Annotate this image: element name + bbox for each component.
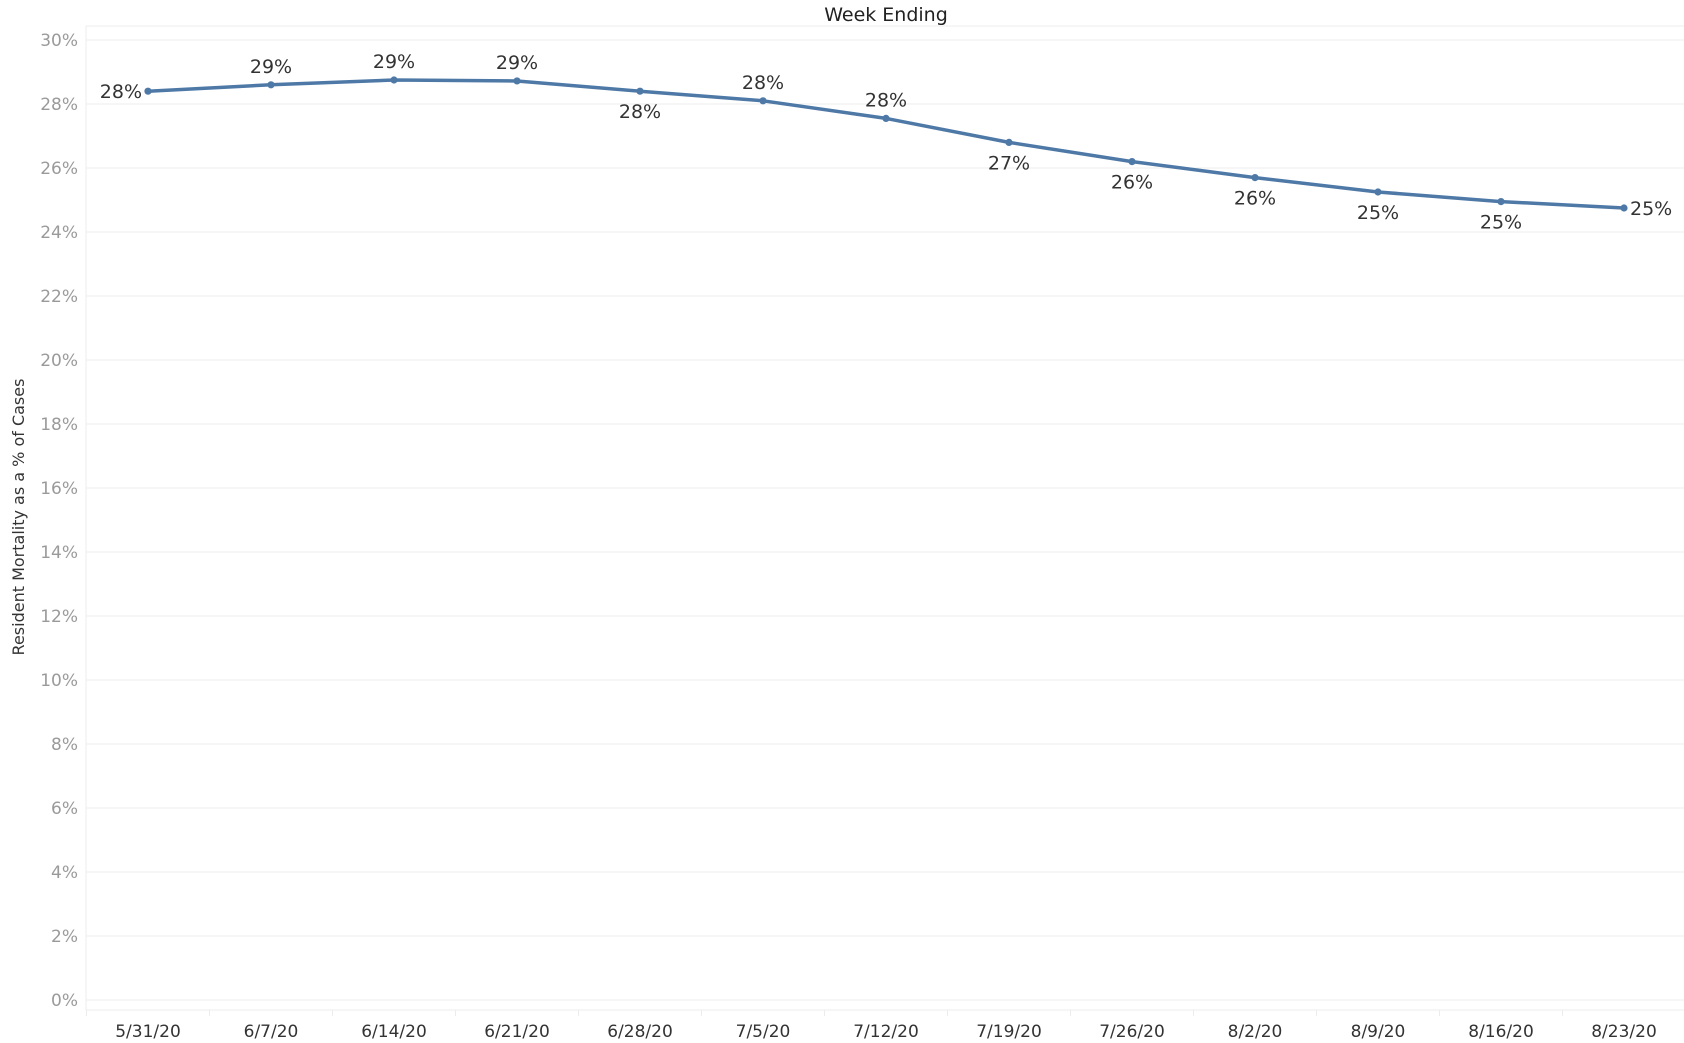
data-point [1251, 174, 1259, 182]
data-point [882, 114, 890, 122]
data-labels: 28% 29% 29% 29% 28% 28% 28% 27% 26% 26% 25% 25% 25% [100, 51, 1672, 234]
x-tick-label: 8/9/20 [1351, 1022, 1406, 1042]
y-tick-label: 16% [40, 479, 78, 499]
x-tick-label: 6/14/20 [361, 1022, 427, 1042]
y-tick-label: 4% [51, 863, 78, 883]
data-label: 29% [250, 56, 292, 78]
x-tick-label: 6/7/20 [244, 1022, 299, 1042]
x-tick-label: 8/16/20 [1468, 1022, 1534, 1042]
data-point [1005, 138, 1013, 146]
data-label: 25% [1630, 198, 1672, 220]
data-point [1128, 158, 1136, 166]
x-tick-label: 7/19/20 [976, 1022, 1042, 1042]
x-tick-label: 7/26/20 [1099, 1022, 1165, 1042]
x-axis: 5/31/20 6/7/20 6/14/20 6/21/20 6/28/20 7/5/20… [85, 26, 1684, 1042]
data-label: 27% [988, 152, 1030, 174]
y-tick-label: 6% [51, 799, 78, 819]
data-label: 28% [619, 101, 661, 123]
y-tick-label: 28% [40, 95, 78, 115]
x-axis-title: Week Ending [824, 4, 948, 26]
x-tick-label: 8/2/20 [1228, 1022, 1283, 1042]
series-layer [144, 76, 1628, 212]
data-point [390, 76, 398, 84]
data-point [759, 97, 767, 105]
x-tick-label: 7/12/20 [853, 1022, 919, 1042]
grid-lines [86, 25, 1684, 1001]
data-point [1374, 188, 1382, 196]
data-point [1497, 198, 1505, 206]
y-axis-ticks: 0% 2% 4% 6% 8% 10% 12% 14% 16% 18% 20% 22% 24% 26% 28%… [40, 31, 78, 1011]
x-tick-label: 8/23/20 [1591, 1022, 1657, 1042]
y-tick-label: 0% [51, 991, 78, 1011]
data-label: 25% [1357, 202, 1399, 224]
y-tick-label: 24% [40, 223, 78, 243]
data-label: 28% [742, 72, 784, 94]
y-tick-label: 2% [51, 927, 78, 947]
data-point [144, 87, 152, 95]
data-point [1620, 204, 1628, 212]
x-tick-label: 6/28/20 [607, 1022, 673, 1042]
x-tick-label: 6/21/20 [484, 1022, 550, 1042]
y-tick-label: 30% [40, 31, 78, 51]
data-label: 28% [100, 81, 142, 103]
x-tick-label: 5/31/20 [115, 1022, 181, 1042]
data-point [636, 87, 644, 95]
data-label: 29% [373, 51, 415, 73]
data-label: 25% [1480, 212, 1522, 234]
data-point [513, 77, 521, 85]
y-tick-label: 14% [40, 543, 78, 563]
y-tick-label: 10% [40, 671, 78, 691]
data-label: 29% [496, 52, 538, 74]
data-label: 26% [1234, 188, 1276, 210]
y-tick-label: 8% [51, 735, 78, 755]
data-label: 28% [865, 89, 907, 111]
y-tick-label: 22% [40, 287, 78, 307]
y-tick-label: 26% [40, 159, 78, 179]
data-point [267, 81, 275, 89]
data-label: 26% [1111, 172, 1153, 194]
y-tick-label: 12% [40, 607, 78, 627]
y-tick-label: 18% [40, 415, 78, 435]
x-tick-label: 7/5/20 [736, 1022, 791, 1042]
y-tick-label: 20% [40, 351, 78, 371]
y-axis-title: Resident Mortality as a % of Cases [9, 379, 28, 656]
